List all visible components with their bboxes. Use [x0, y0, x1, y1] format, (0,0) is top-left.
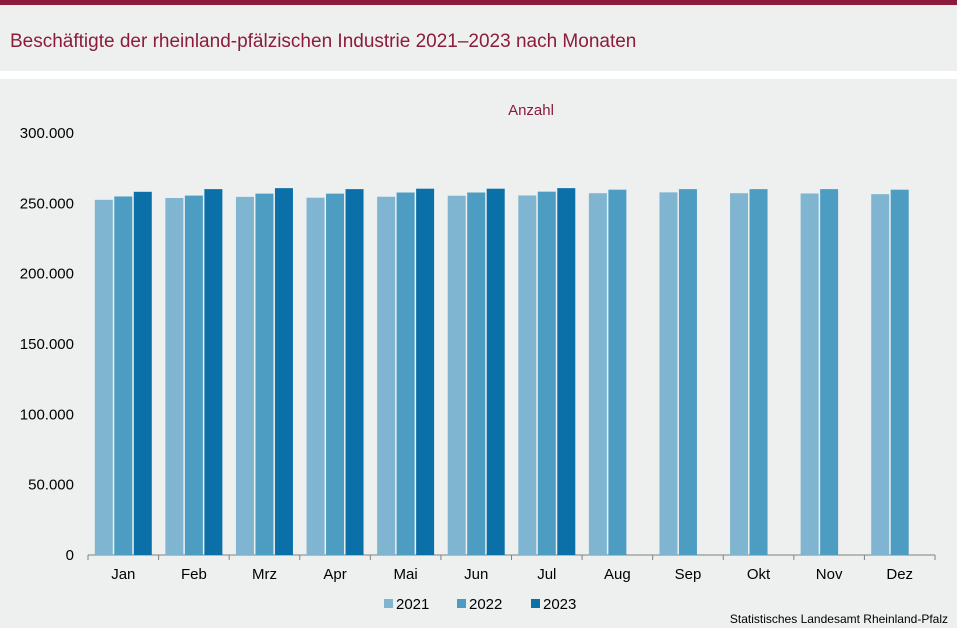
- bar-2021-Mrz: [235, 196, 254, 555]
- x-tick-label: Sep: [675, 566, 702, 583]
- bar-2021-Jun: [447, 195, 466, 555]
- bar-2021-Nov: [800, 193, 819, 555]
- bar-2021-Jan: [94, 199, 113, 556]
- chart-header: Beschäftigte der rheinland-pfälzischen I…: [0, 5, 957, 71]
- legend-label-2023: 2023: [543, 596, 576, 613]
- bar-2023-Jan: [133, 191, 152, 556]
- x-tick-label: Jun: [464, 566, 488, 583]
- chart-title: Beschäftigte der rheinland-pfälzischen I…: [10, 31, 637, 52]
- header-separator: [0, 71, 957, 79]
- bar-2022-Mrz: [255, 193, 274, 556]
- x-tick-label: Nov: [816, 566, 843, 583]
- x-tick-label: Feb: [181, 566, 207, 583]
- x-tick-label: Apr: [323, 566, 346, 583]
- bar-2023-Feb: [204, 189, 223, 555]
- bar-2022-Jun: [467, 192, 486, 555]
- y-axis-unit-label: Anzahl: [508, 102, 554, 119]
- x-tick-label: Jul: [537, 566, 556, 583]
- x-tick-label: Mrz: [252, 566, 277, 583]
- brand-top-bar: [0, 0, 957, 5]
- bar-2022-Feb: [184, 195, 203, 555]
- bar-2021-Feb: [165, 197, 184, 555]
- source-note: Statistisches Landesamt Rheinland-Pfalz: [729, 612, 948, 626]
- bar-2023-Jul: [557, 188, 576, 555]
- legend-swatch-2021: [384, 599, 393, 608]
- bar-2021-Okt: [730, 193, 749, 556]
- bar-2022-Nov: [820, 189, 839, 555]
- bar-2023-Mrz: [274, 188, 293, 555]
- x-tick-label: Mai: [394, 566, 418, 583]
- y-tick-label: 200.000: [20, 266, 74, 283]
- legend-swatch-2022: [457, 599, 466, 608]
- bar-2021-Jul: [518, 195, 537, 555]
- y-tick-label: 300.000: [20, 125, 74, 142]
- bar-2022-Dez: [890, 189, 909, 555]
- bar-2021-Dez: [871, 194, 890, 555]
- y-tick-label: 0: [66, 547, 74, 564]
- bar-2023-Apr: [345, 189, 364, 555]
- x-tick-label: Aug: [604, 566, 631, 583]
- bar-2022-Apr: [326, 193, 345, 556]
- x-tick-label: Dez: [886, 566, 913, 583]
- bar-2022-Aug: [608, 189, 627, 555]
- x-tick-label: Jan: [111, 566, 135, 583]
- x-tick-label: Okt: [747, 566, 771, 583]
- legend-label-2021: 2021: [396, 596, 429, 613]
- legend-swatch-2023: [531, 599, 540, 608]
- bar-2021-Apr: [306, 197, 325, 555]
- y-tick-label: 50.000: [28, 477, 74, 494]
- bar-2022-Jul: [537, 191, 556, 555]
- bar-2021-Aug: [588, 193, 607, 556]
- y-tick-label: 100.000: [20, 406, 74, 423]
- bar-2022-Mai: [396, 192, 415, 555]
- bar-2021-Sep: [659, 192, 678, 555]
- bar-2023-Jun: [486, 188, 505, 556]
- bar-2023-Mai: [416, 188, 435, 556]
- legend-label-2022: 2022: [469, 596, 502, 613]
- bar-2022-Okt: [749, 189, 768, 555]
- bar-2021-Mai: [377, 196, 396, 556]
- y-tick-label: 150.000: [20, 336, 74, 353]
- y-tick-label: 250.000: [20, 195, 74, 212]
- bar-2022-Sep: [678, 189, 697, 555]
- bar-2022-Jan: [114, 196, 133, 555]
